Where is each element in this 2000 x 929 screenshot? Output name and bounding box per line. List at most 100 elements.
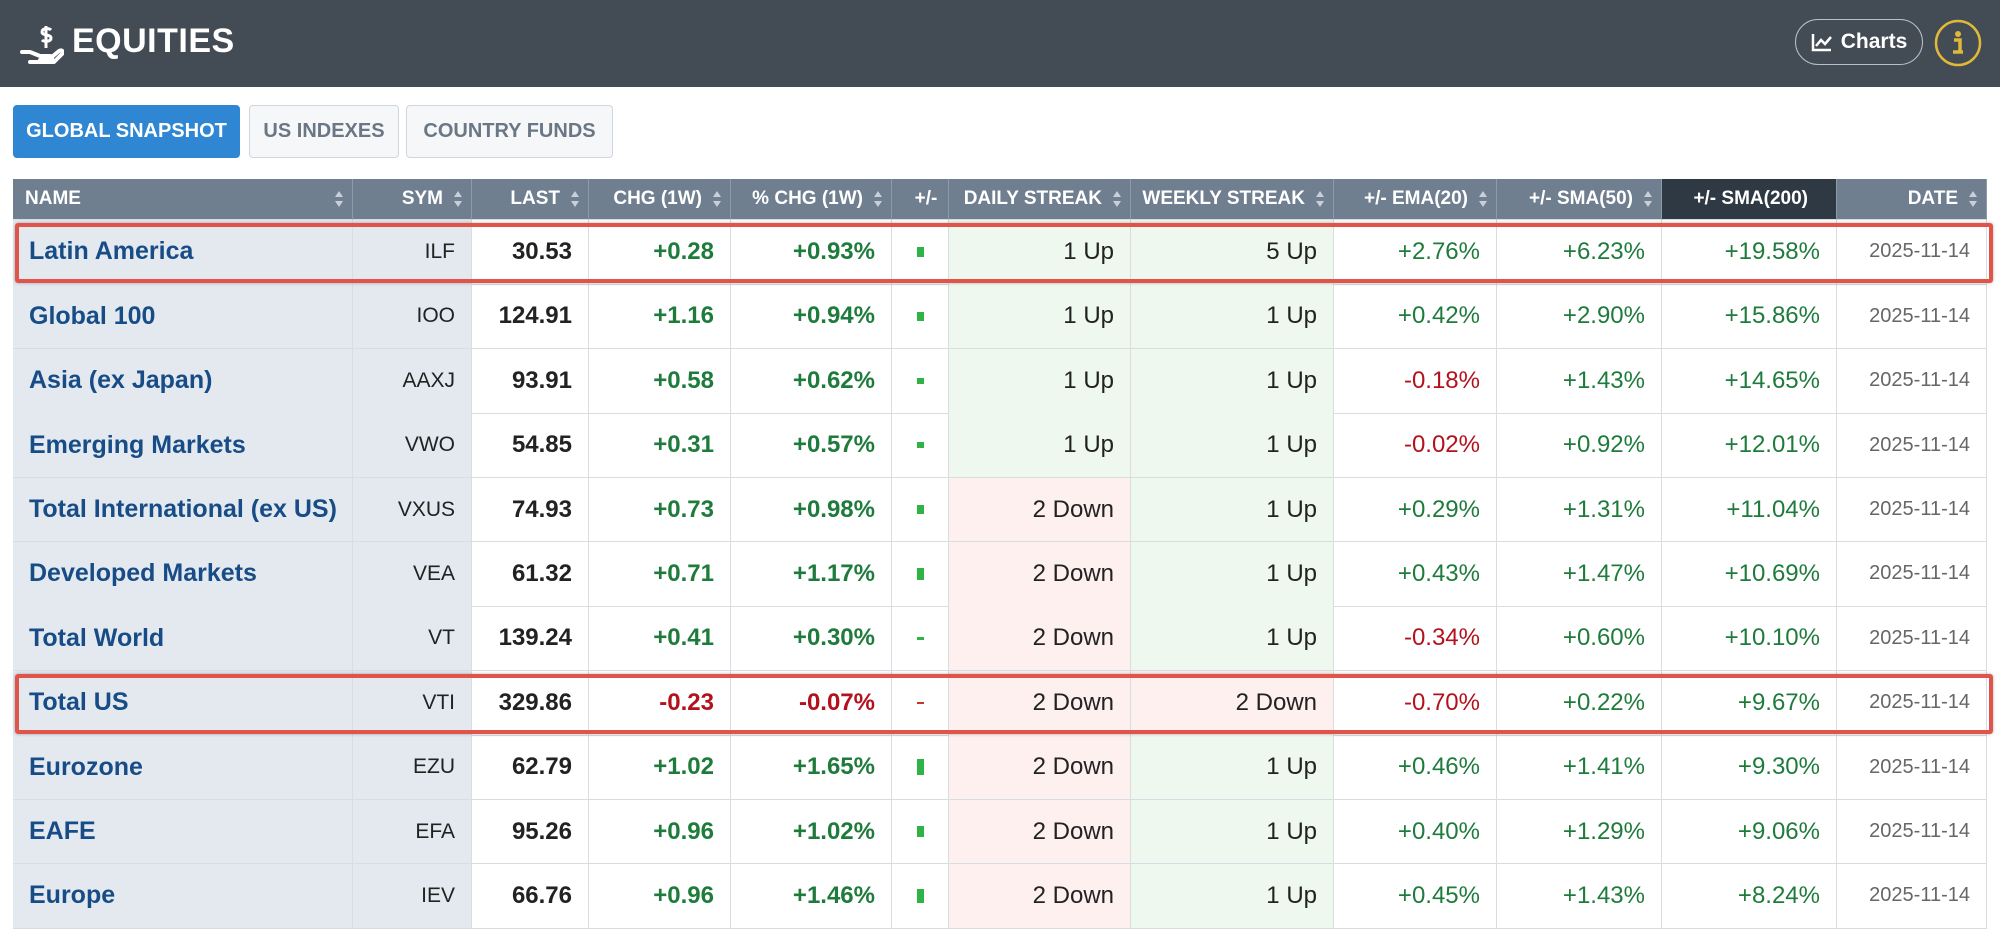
table-cell: +0.40% [1334, 799, 1497, 865]
table-cell: +1.02% [731, 799, 892, 865]
column-header[interactable]: +/- EMA(20) [1334, 179, 1497, 220]
table-cell: +0.29% [1334, 477, 1497, 543]
table-cell: Latin America [13, 220, 353, 285]
percent-change: +0.98% [792, 495, 875, 523]
column-header[interactable]: DAILY STREAK [949, 179, 1131, 220]
table-cell: 139.24 [472, 606, 589, 672]
table-cell: 1 Up [1131, 799, 1334, 865]
change-bar [916, 826, 924, 837]
last: 61.32 [511, 559, 572, 587]
table-cell: 2025-11-14 [1837, 348, 1987, 414]
symbol: IEV [421, 883, 455, 907]
table-cell: Europe [13, 864, 353, 929]
change-bar [916, 442, 924, 448]
ema20: -0.02% [1403, 431, 1480, 459]
table-cell: 1 Up [949, 413, 1131, 479]
name: Emerging Markets [29, 430, 246, 459]
change-bar [916, 247, 924, 257]
column-header[interactable]: SYM [353, 179, 472, 220]
percent-change: +0.94% [792, 302, 875, 330]
weekly-streak: 1 Up [1266, 881, 1317, 909]
table-cell: +11.04% [1662, 477, 1837, 543]
change-bar [916, 888, 924, 904]
table-cell: 1 Up [949, 220, 1131, 285]
symbol: IOO [416, 304, 455, 328]
table-cell: +15.86% [1662, 284, 1837, 350]
table-cell: Asia (ex Japan) [13, 348, 353, 414]
row-highlight [15, 673, 1993, 735]
column-header[interactable]: DATE [1837, 179, 1987, 220]
charts-button[interactable]: Charts [1795, 19, 1923, 65]
table-cell: +0.58 [589, 348, 731, 414]
table-cell: EAFE [13, 799, 353, 865]
table-cell: +2.90% [1497, 284, 1662, 350]
sma200: +14.65% [1724, 366, 1820, 394]
table-cell: +1.02 [589, 735, 731, 801]
table-cell: +0.31 [589, 413, 731, 479]
table-cell: +0.57% [731, 413, 892, 479]
column-header[interactable]: % CHG (1W) [731, 179, 892, 220]
sort-arrows [1644, 191, 1652, 207]
column-header[interactable]: +/- SMA(50) [1497, 179, 1662, 220]
ema20: +0.40% [1397, 817, 1480, 845]
sma200: +9.06% [1737, 817, 1820, 845]
sma200: +9.67% [1737, 688, 1820, 716]
percent-change: +0.57% [792, 431, 875, 459]
column-header[interactable]: +/- SMA(200) [1662, 179, 1837, 220]
column-header[interactable]: WEEKLY STREAK [1131, 179, 1334, 220]
table-cell: 1 Up [1131, 477, 1334, 543]
top-bar: EQUITIES Charts [0, 0, 2000, 87]
column-header[interactable]: NAME [13, 179, 353, 220]
table-cell: VWO [353, 413, 472, 479]
table-cell: 329.86 [472, 670, 589, 736]
sma50: +1.29% [1562, 817, 1645, 845]
table-cell: Total US [13, 670, 353, 736]
tab[interactable]: GLOBAL SNAPSHOT [13, 105, 240, 158]
ema20: -0.18% [1403, 366, 1480, 394]
date: 2025-11-14 [1869, 626, 1970, 649]
sma50: +1.43% [1562, 366, 1645, 394]
tab[interactable]: US INDEXES [249, 105, 399, 158]
sort-arrows [1479, 191, 1487, 207]
table-cell: +1.16 [589, 284, 731, 350]
table-cell: +0.94% [731, 284, 892, 350]
table-cell: 2025-11-14 [1837, 799, 1987, 865]
percent-change: +0.30% [792, 624, 875, 652]
table-cell: +19.58% [1662, 220, 1837, 285]
table-cell: Global 100 [13, 284, 353, 350]
name: Europe [29, 881, 116, 910]
info-button[interactable] [1934, 19, 1982, 67]
name: Total US [29, 688, 129, 717]
daily-streak: 2 Down [1032, 495, 1114, 523]
column-header-label: WEEKLY STREAK [1142, 188, 1305, 209]
last: 93.91 [511, 366, 572, 394]
tab[interactable]: COUNTRY FUNDS [406, 105, 613, 158]
sort-arrows [1316, 191, 1324, 207]
ema20: -0.34% [1403, 624, 1480, 652]
percent-change: +1.46% [792, 881, 875, 909]
last: 139.24 [498, 624, 572, 652]
table-cell: +1.41% [1497, 735, 1662, 801]
daily-streak: 2 Down [1032, 817, 1114, 845]
name: Eurozone [29, 752, 143, 781]
page-title: EQUITIES [72, 22, 235, 60]
last: 54.85 [511, 431, 572, 459]
table-cell: 2 Down [949, 542, 1131, 607]
sma200: +11.04% [1726, 495, 1820, 523]
table-cell [892, 670, 949, 736]
column-header[interactable]: +/- [892, 179, 949, 220]
column-header-label: LAST [510, 188, 560, 209]
table-cell: +12.01% [1662, 413, 1837, 479]
table-cell: 2025-11-14 [1837, 735, 1987, 801]
table-cell [892, 284, 949, 350]
sort-arrows [571, 191, 579, 207]
table-cell: 2025-11-14 [1837, 413, 1987, 479]
table-cell: IEV [353, 864, 472, 929]
table-cell: Total World [13, 606, 353, 672]
column-header[interactable]: CHG (1W) [589, 179, 731, 220]
table-cell: 1 Up [1131, 864, 1334, 929]
date: 2025-11-14 [1869, 820, 1970, 843]
table-cell: 2025-11-14 [1837, 284, 1987, 350]
sma200: +9.30% [1737, 753, 1820, 781]
column-header[interactable]: LAST [472, 179, 589, 220]
